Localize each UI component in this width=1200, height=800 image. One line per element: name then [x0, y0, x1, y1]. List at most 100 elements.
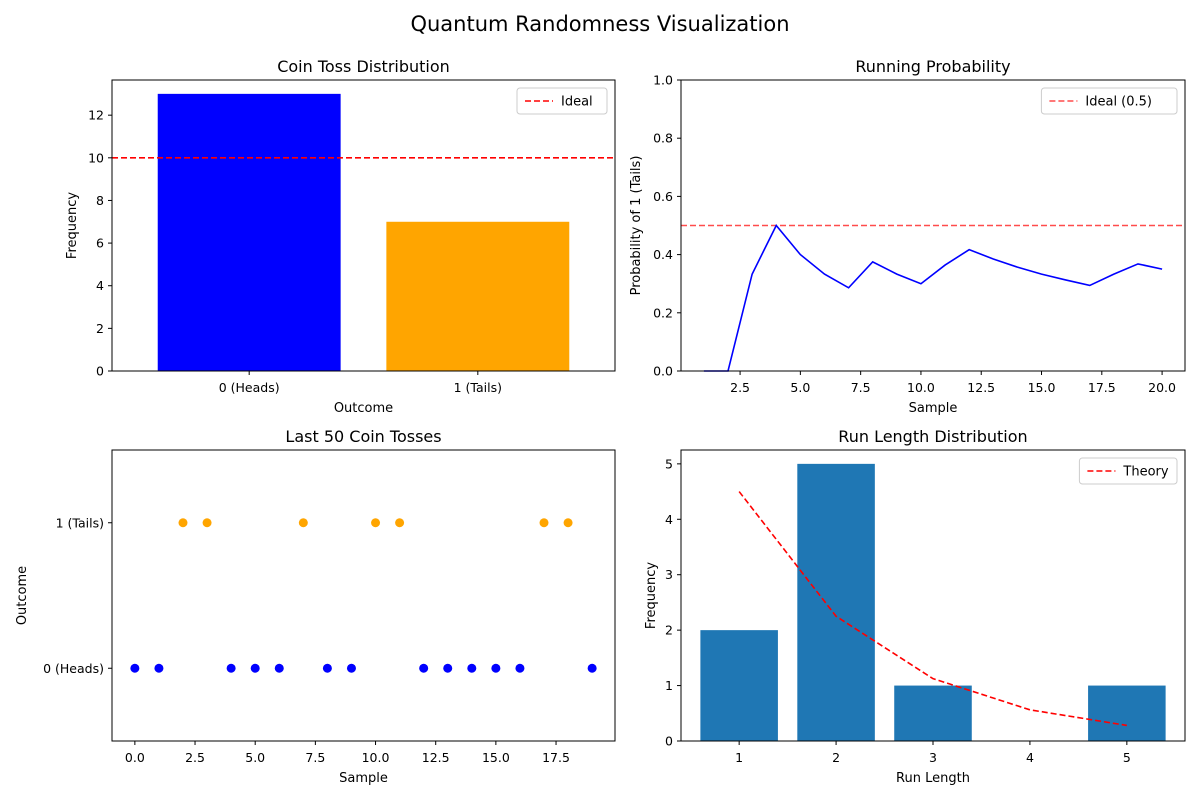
figure-title: Quantum Randomness Visualization — [410, 12, 789, 36]
y-tick-label: 1.0 — [653, 73, 673, 88]
toss-point — [298, 518, 308, 528]
legend: Ideal (0.5) — [1040, 87, 1178, 115]
x-tick-label: 7.5 — [305, 750, 325, 765]
toss-point — [395, 518, 405, 528]
y-tick-label: 2 — [665, 623, 673, 638]
y-tick-label: 0.4 — [653, 247, 673, 262]
x-tick-label: 17.5 — [542, 750, 570, 765]
toss-point — [130, 663, 140, 673]
x-tick-label: 5.0 — [245, 750, 265, 765]
x-tick-label: 2.5 — [730, 380, 750, 395]
running-probability-line — [703, 224, 1163, 372]
theory-line — [738, 491, 1127, 727]
x-axis-label: Sample — [909, 401, 958, 416]
bar — [386, 221, 570, 371]
x-tick-label: 4 — [1026, 750, 1034, 765]
bar — [894, 685, 972, 741]
bar — [1088, 685, 1166, 741]
y-tick-label: 0 (Heads) — [43, 661, 104, 676]
y-tick-label: 0 — [96, 364, 104, 379]
legend-frame — [1078, 457, 1178, 485]
y-tick-label: 5 — [665, 456, 673, 471]
axes-frame — [111, 79, 616, 372]
x-tick-label: 10.0 — [362, 750, 390, 765]
toss-point — [371, 518, 381, 528]
y-axis-label: Outcome — [15, 566, 30, 625]
x-tick-label: 3 — [929, 750, 937, 765]
run-length-distribution-panel: 0 1 2 3 4 5 1 2 3 4 5 Run Length Distribution Run Le… — [644, 427, 1186, 786]
x-tick-label: 2.5 — [185, 750, 205, 765]
x-tick-label: 15.0 — [482, 750, 510, 765]
toss-point — [226, 663, 236, 673]
toss-point — [515, 663, 525, 673]
bar — [700, 630, 778, 741]
x-axis-label: Sample — [339, 771, 388, 786]
toss-point — [491, 663, 501, 673]
x-tick-label: 1 (Tails) — [454, 380, 502, 395]
running-probability-panel: 0.0 0.2 0.4 0.6 0.8 1.0 2.5 5.0 7.5 10.0 12.5 15.0 1… — [629, 57, 1186, 416]
toss-point — [202, 518, 212, 528]
y-tick-label: 0.0 — [653, 364, 673, 379]
toss-point — [539, 518, 549, 528]
toss-point — [154, 663, 164, 673]
panel-title: Last 50 Coin Tosses — [285, 427, 441, 446]
x-tick-label: 17.5 — [1088, 380, 1116, 395]
legend-frame — [516, 87, 608, 115]
y-tick-label: 8 — [96, 193, 104, 208]
axes-frame — [111, 449, 616, 742]
toss-point — [346, 663, 356, 673]
toss-point — [563, 518, 573, 528]
panel-title: Coin Toss Distribution — [277, 57, 450, 76]
coin-toss-distribution-panel: 0 2 4 6 8 10 12 0 (Heads) 1 (Tails) Coin Toss Dis… — [65, 57, 616, 416]
x-axis-label: Outcome — [334, 401, 393, 416]
y-tick-label: 12 — [88, 108, 104, 123]
toss-point — [419, 663, 429, 673]
x-tick-label: 5.0 — [790, 380, 810, 395]
x-tick-label: 2 — [832, 750, 840, 765]
legend: Ideal — [516, 87, 608, 115]
y-tick-label: 0.6 — [653, 189, 673, 204]
bar — [797, 463, 875, 741]
x-tick-label: 5 — [1123, 750, 1131, 765]
toss-point — [178, 518, 188, 528]
y-axis-label: Frequency — [644, 562, 659, 629]
toss-point — [587, 663, 597, 673]
toss-point — [467, 663, 477, 673]
x-tick-label: 12.5 — [967, 380, 995, 395]
legend: Theory — [1078, 457, 1178, 485]
toss-point — [322, 663, 332, 673]
y-tick-label: 4 — [665, 512, 673, 527]
x-tick-label: 0.0 — [125, 750, 145, 765]
x-tick-label: 20.0 — [1148, 380, 1176, 395]
legend-label: Theory — [1122, 465, 1168, 480]
panel-title: Run Length Distribution — [838, 427, 1027, 446]
legend-label: Ideal (0.5) — [1085, 95, 1152, 110]
last-50-coin-tosses-panel: 0 (Heads) 1 (Tails) 0.0 2.5 5.0 7.5 10.0 12.5 15… — [15, 427, 616, 786]
legend-label: Ideal — [561, 95, 593, 110]
toss-point — [250, 663, 260, 673]
x-tick-label: 1 — [735, 750, 743, 765]
y-tick-label: 0 — [665, 734, 673, 749]
y-tick-label: 2 — [96, 321, 104, 336]
x-tick-label: 15.0 — [1028, 380, 1056, 395]
y-tick-label: 1 — [665, 678, 673, 693]
x-tick-label: 12.5 — [422, 750, 450, 765]
toss-point — [443, 663, 453, 673]
axes-frame — [680, 79, 1186, 372]
y-tick-label: 6 — [96, 236, 104, 251]
toss-point — [274, 663, 284, 673]
y-tick-label: 1 (Tails) — [56, 515, 104, 530]
y-tick-label: 0.8 — [653, 131, 673, 146]
x-tick-label: 7.5 — [851, 380, 871, 395]
y-tick-label: 10 — [88, 150, 104, 165]
y-axis-label: Frequency — [65, 192, 80, 259]
x-axis-label: Run Length — [896, 771, 970, 786]
y-tick-label: 3 — [665, 567, 673, 582]
x-tick-label: 0 (Heads) — [219, 380, 280, 395]
y-tick-label: 0.2 — [653, 305, 673, 320]
y-axis-label: Probability of 1 (Tails) — [629, 156, 644, 296]
panel-title: Running Probability — [855, 57, 1010, 76]
bar — [157, 93, 341, 371]
x-tick-label: 10.0 — [907, 380, 935, 395]
